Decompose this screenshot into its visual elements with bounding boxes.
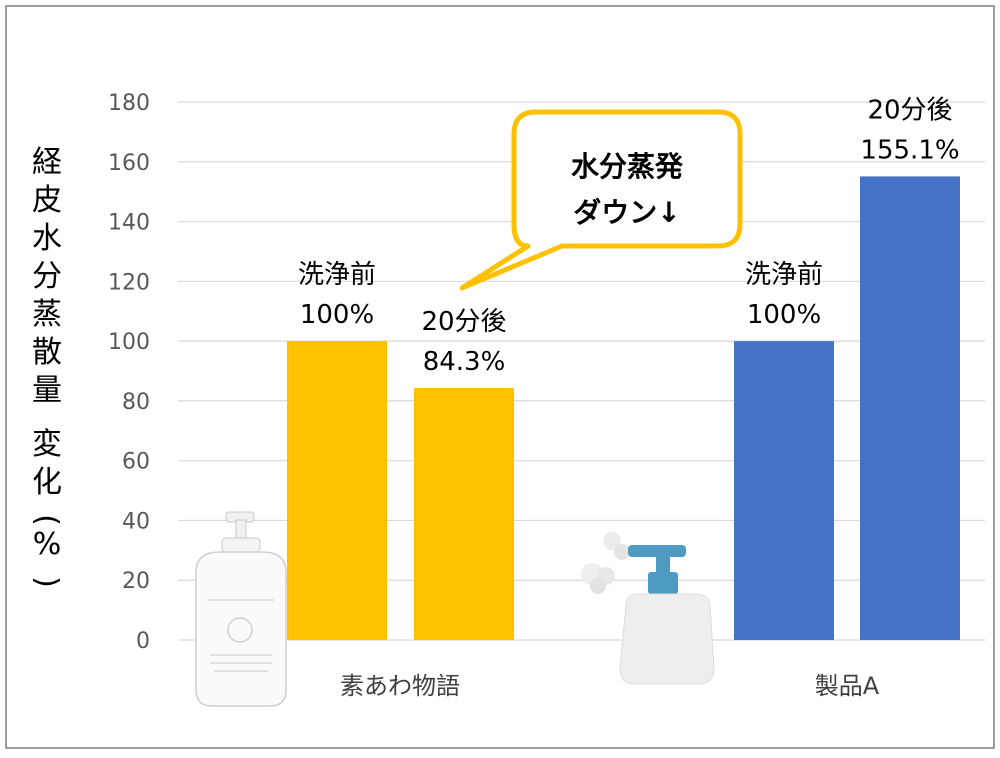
y-axis-label-char: 皮 bbox=[32, 183, 62, 218]
y-axis-label-char: 変 bbox=[32, 427, 62, 462]
pump-bottle-icon bbox=[581, 532, 715, 685]
y-axis-label-char: ( bbox=[29, 514, 64, 526]
y-tick-label: 40 bbox=[122, 509, 150, 534]
bar-series-label: 洗浄前 bbox=[745, 260, 823, 290]
bar-series-label: 洗浄前 bbox=[298, 260, 376, 290]
data-label: 84.3% bbox=[423, 347, 506, 377]
data-label: 100% bbox=[300, 300, 374, 330]
bar bbox=[414, 388, 514, 640]
bar-series-label: 20分後 bbox=[867, 95, 952, 125]
y-axis-label-char: 分 bbox=[32, 259, 62, 294]
category-label: 素あわ物語 bbox=[340, 672, 460, 700]
data-label: 100% bbox=[747, 300, 821, 330]
y-axis-label-char: 量 bbox=[32, 373, 62, 408]
y-tick-label: 100 bbox=[108, 330, 150, 355]
y-tick-label: 180 bbox=[108, 91, 150, 116]
y-tick-label: 120 bbox=[108, 270, 150, 295]
y-tick-label: 60 bbox=[122, 450, 150, 475]
category-labels: 素あわ物語 製品A bbox=[340, 672, 880, 700]
callout-line-2: ダウン↓ bbox=[573, 196, 680, 229]
category-label: 製品A bbox=[815, 672, 880, 700]
y-tick-label: 160 bbox=[108, 151, 150, 176]
bar-labels: 洗浄前 100% 20分後 84.3% 洗浄前 100% 20分後 155.1% bbox=[298, 95, 960, 377]
bar-series-label: 20分後 bbox=[421, 307, 506, 337]
y-axis-label-char: ) bbox=[29, 576, 64, 588]
y-tick-label: 140 bbox=[108, 211, 150, 236]
y-axis-label-char: 水 bbox=[32, 221, 62, 256]
y-axis-label-char: 散 bbox=[32, 335, 62, 370]
y-axis-ticks: 0 20 40 60 80 100 120 140 160 180 bbox=[108, 91, 150, 654]
y-axis-label-char: 化 bbox=[32, 465, 62, 500]
y-axis-label-char: 蒸 bbox=[32, 297, 62, 332]
y-tick-label: 20 bbox=[122, 569, 150, 594]
bar bbox=[860, 176, 960, 640]
callout-bubble: 水分蒸発 ダウン↓ bbox=[459, 109, 743, 291]
data-label: 155.1% bbox=[860, 135, 959, 165]
bar bbox=[734, 341, 834, 640]
y-axis-label-char: 経 bbox=[32, 145, 62, 180]
y-axis-label-char: % bbox=[33, 527, 62, 562]
bar bbox=[287, 341, 387, 640]
foam-pump-bottle-icon bbox=[195, 511, 287, 707]
y-tick-label: 80 bbox=[122, 390, 150, 415]
bars bbox=[287, 176, 960, 640]
callout-line-1: 水分蒸発 bbox=[571, 150, 684, 183]
y-tick-label: 0 bbox=[136, 629, 150, 654]
